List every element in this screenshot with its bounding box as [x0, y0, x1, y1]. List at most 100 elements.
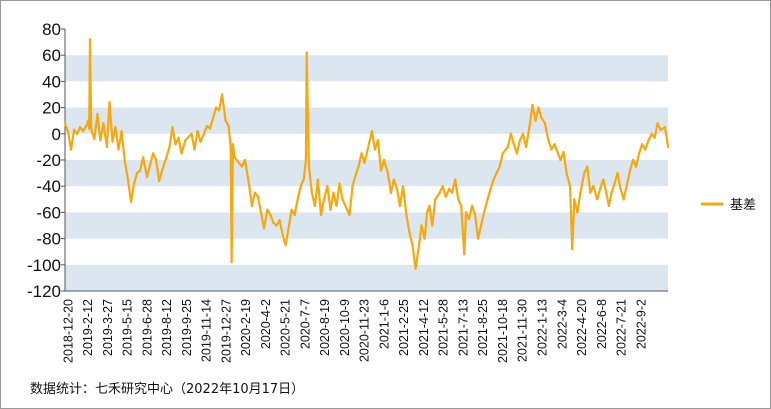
x-tick-label: 2021-7-13	[456, 299, 470, 356]
data-point	[447, 187, 451, 191]
x-tick-label: 2021-2-25	[397, 299, 411, 356]
data-point	[463, 253, 466, 256]
data-point	[93, 137, 96, 141]
x-tick-label: 2020-2-19	[239, 299, 253, 356]
x-tick-label: 2020-4-2	[259, 299, 273, 349]
data-point	[63, 122, 67, 125]
data-point	[647, 139, 650, 142]
data-point	[473, 213, 477, 217]
data-point	[233, 156, 236, 159]
data-point	[663, 126, 667, 129]
source-note: 数据统计：七禾研究中心（2022年10月17日）	[30, 382, 305, 397]
data-point	[284, 243, 287, 247]
data-point	[329, 208, 332, 211]
data-point	[476, 237, 480, 240]
data-point	[269, 213, 272, 217]
data-point	[441, 185, 444, 188]
y-tick-label: -120	[27, 282, 61, 301]
x-tick-label: 2019-11-14	[200, 299, 214, 362]
data-point	[450, 191, 454, 194]
data-point	[457, 198, 460, 201]
data-point	[634, 165, 638, 168]
data-point	[411, 243, 414, 247]
data-point	[650, 132, 653, 135]
data-point	[389, 191, 393, 194]
data-point	[111, 140, 114, 143]
x-tick-label: 2022-9-2	[634, 299, 648, 349]
x-tick-label: 2019-5-15	[121, 299, 135, 356]
data-point	[486, 198, 489, 201]
data-point	[296, 198, 299, 201]
grid-band	[65, 160, 668, 187]
data-point	[88, 38, 92, 41]
data-point	[417, 247, 420, 251]
data-point	[145, 175, 149, 179]
data-point	[96, 112, 99, 116]
data-point	[205, 124, 209, 128]
data-point	[69, 148, 73, 151]
x-tick-label: 2021-10-18	[496, 299, 510, 363]
data-point	[165, 156, 168, 159]
data-point	[256, 195, 260, 198]
data-point	[229, 145, 232, 149]
data-point	[599, 187, 602, 191]
x-tick-label: 2019-3-27	[101, 299, 115, 356]
data-point	[75, 132, 79, 135]
legend: 基差	[701, 198, 756, 213]
data-point	[653, 136, 656, 139]
data-point	[184, 139, 187, 142]
data-point	[148, 164, 152, 167]
data-point	[398, 204, 402, 208]
data-point	[196, 129, 199, 133]
data-point	[479, 224, 483, 227]
data-point	[316, 178, 320, 181]
x-tick-label: 2020-7-7	[298, 299, 312, 349]
data-point	[278, 219, 281, 222]
data-point	[528, 126, 531, 129]
x-tick-label: 2022-6-8	[595, 299, 609, 349]
data-point	[392, 178, 396, 181]
x-tick-label: 2019-8-12	[160, 299, 174, 356]
data-point	[659, 128, 662, 132]
data-point	[408, 230, 411, 234]
x-tick-label: 2019-9-25	[180, 299, 194, 356]
data-point	[259, 211, 263, 214]
data-point	[87, 127, 91, 130]
data-point	[568, 185, 572, 188]
data-point	[537, 106, 540, 109]
x-tick-label: 2019-2-12	[81, 299, 95, 356]
data-point	[423, 237, 426, 240]
grid-bands	[65, 55, 668, 291]
data-point	[313, 204, 317, 208]
data-point	[174, 143, 177, 146]
y-tick-label: -80	[36, 230, 61, 249]
data-point	[138, 169, 142, 172]
x-tick-label: 2020-8-19	[318, 299, 332, 356]
data-point	[154, 158, 158, 162]
data-point	[243, 158, 247, 162]
data-point	[573, 198, 576, 201]
data-point	[99, 139, 102, 142]
data-point	[553, 143, 556, 146]
data-point	[262, 226, 266, 230]
data-point	[217, 109, 221, 112]
data-point	[489, 187, 492, 191]
data-point	[281, 234, 285, 238]
data-point	[231, 143, 235, 146]
data-point	[293, 213, 296, 217]
data-point	[586, 165, 589, 168]
x-tick-label: 2020-5-21	[279, 299, 293, 356]
data-point	[211, 116, 215, 120]
data-point	[81, 129, 85, 133]
x-tick-label: 2021-11-30	[516, 299, 530, 362]
data-point	[467, 217, 471, 221]
y-axis: 80 60 40 20 0 -20 -40 -60 -80 -100 -120	[27, 20, 66, 301]
data-point	[363, 161, 366, 164]
data-point	[224, 119, 227, 122]
data-point	[84, 124, 88, 128]
data-point	[214, 106, 218, 109]
data-point	[498, 165, 501, 168]
data-point	[326, 185, 329, 188]
data-point	[559, 158, 562, 162]
